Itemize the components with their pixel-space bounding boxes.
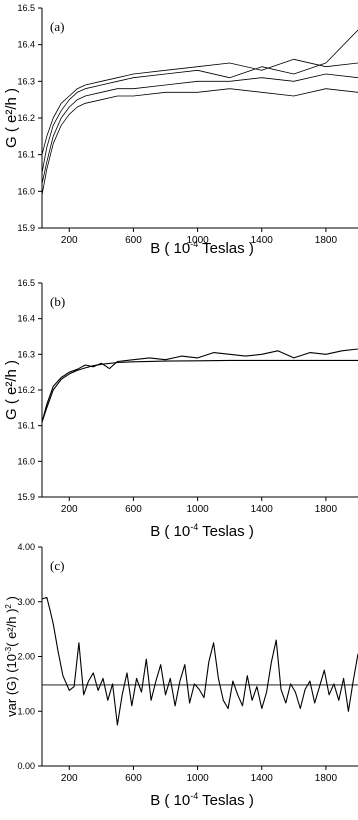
y-tick-label: 16.4 xyxy=(17,314,35,324)
y-tick-label: 16.2 xyxy=(17,113,35,123)
x-tick-label: 1800 xyxy=(315,235,338,246)
y-tick-label: 16.5 xyxy=(17,278,35,288)
y-tick-label: 2.00 xyxy=(17,652,35,662)
x-tick-label: 1400 xyxy=(251,773,274,784)
x-tick-label: 1800 xyxy=(315,504,338,515)
series-line-3 xyxy=(41,88,358,196)
x-tick-label: 1000 xyxy=(186,773,209,784)
series-line-1 xyxy=(41,73,358,185)
panel-label: (b) xyxy=(50,294,65,309)
x-tick-label: 1000 xyxy=(186,235,209,246)
y-tick-label: 16.3 xyxy=(17,349,35,359)
series-line-2 xyxy=(41,348,358,423)
x-tick-label: 600 xyxy=(125,235,142,246)
y-tick-label: 0.00 xyxy=(17,761,35,771)
y-tick-label: 16.1 xyxy=(17,150,35,160)
y-axis-label: var (G) (10-3( e²/h )2 ) xyxy=(4,596,19,717)
x-axis-label: B ( 10-4 Teslas ) xyxy=(150,791,254,809)
panel-label: (a) xyxy=(50,19,64,34)
chart-panel-1: 15.9 16.0 16.1 16.2 16.3 16.4 16.5 200 600 1000 14… xyxy=(3,3,358,257)
y-tick-label: 15.9 xyxy=(17,223,35,233)
series-line-1 xyxy=(41,596,358,726)
x-tick-label: 600 xyxy=(125,504,142,515)
y-axis-label: G ( e²/h ) xyxy=(3,88,20,148)
y-tick-label: 16.3 xyxy=(17,76,35,86)
y-tick-label: 16.2 xyxy=(17,385,35,395)
chart-panel-2: 15.9 16.0 16.1 16.2 16.3 16.4 16.5 200 600 1000 14… xyxy=(3,278,358,540)
x-tick-label: 600 xyxy=(125,773,142,784)
series-line-4 xyxy=(41,58,358,155)
series-line-1 xyxy=(41,359,358,423)
y-tick-label: 15.9 xyxy=(17,492,35,502)
series-line-2 xyxy=(41,29,358,174)
panel-label: (c) xyxy=(50,558,64,573)
y-tick-label: 16.4 xyxy=(17,40,35,50)
x-tick-label: 1400 xyxy=(251,235,274,246)
x-tick-label: 200 xyxy=(61,773,78,784)
y-tick-label: 16.5 xyxy=(17,3,35,13)
x-axis-label: B ( 10-4 Teslas ) xyxy=(150,239,254,257)
y-axis-label: G ( e²/h ) xyxy=(3,360,20,420)
y-tick-label: 1.00 xyxy=(17,706,35,716)
x-axis-label: B ( 10-4 Teslas ) xyxy=(150,522,254,540)
y-tick-label: 16.1 xyxy=(17,421,35,431)
x-tick-label: 1000 xyxy=(186,504,209,515)
y-tick-label: 16.0 xyxy=(17,456,35,466)
y-tick-label: 4.00 xyxy=(17,542,35,552)
x-tick-label: 1800 xyxy=(315,773,338,784)
y-tick-label: 16.0 xyxy=(17,186,35,196)
chart-panel-3: 0.00 1.00 2.00 3.00 4.00 200 600 1000 1400 1800 (c… xyxy=(4,542,358,809)
x-tick-label: 200 xyxy=(61,235,78,246)
x-tick-label: 1400 xyxy=(251,504,274,515)
y-tick-label: 3.00 xyxy=(17,597,35,607)
x-tick-label: 200 xyxy=(61,504,78,515)
